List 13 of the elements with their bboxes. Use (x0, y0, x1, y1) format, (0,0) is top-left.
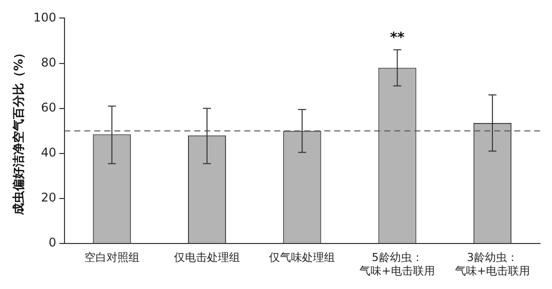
y-tick-label: 20 (41, 190, 56, 205)
y-tick-label: 40 (41, 146, 56, 160)
y-tick-label: 80 (41, 55, 56, 70)
x-tick-label: 5龄幼虫：气味+电击联用 (360, 251, 435, 278)
x-tick-label: 3龄幼虫：气味+电击联用 (454, 251, 530, 278)
x-tick-label: 空白对照组 (84, 251, 140, 264)
x-tick-label: 仅气味处理组 (269, 251, 336, 264)
y-axis-title: 成虫偏好洁净空气百分比（%） (11, 46, 26, 216)
y-tick-label: 60 (41, 100, 56, 114)
y-tick-label: 0 (48, 236, 56, 250)
annotation: ** (390, 30, 406, 46)
y-tick-label: 100 (33, 10, 56, 24)
x-tick-label: 仅电击处理组 (174, 251, 240, 264)
